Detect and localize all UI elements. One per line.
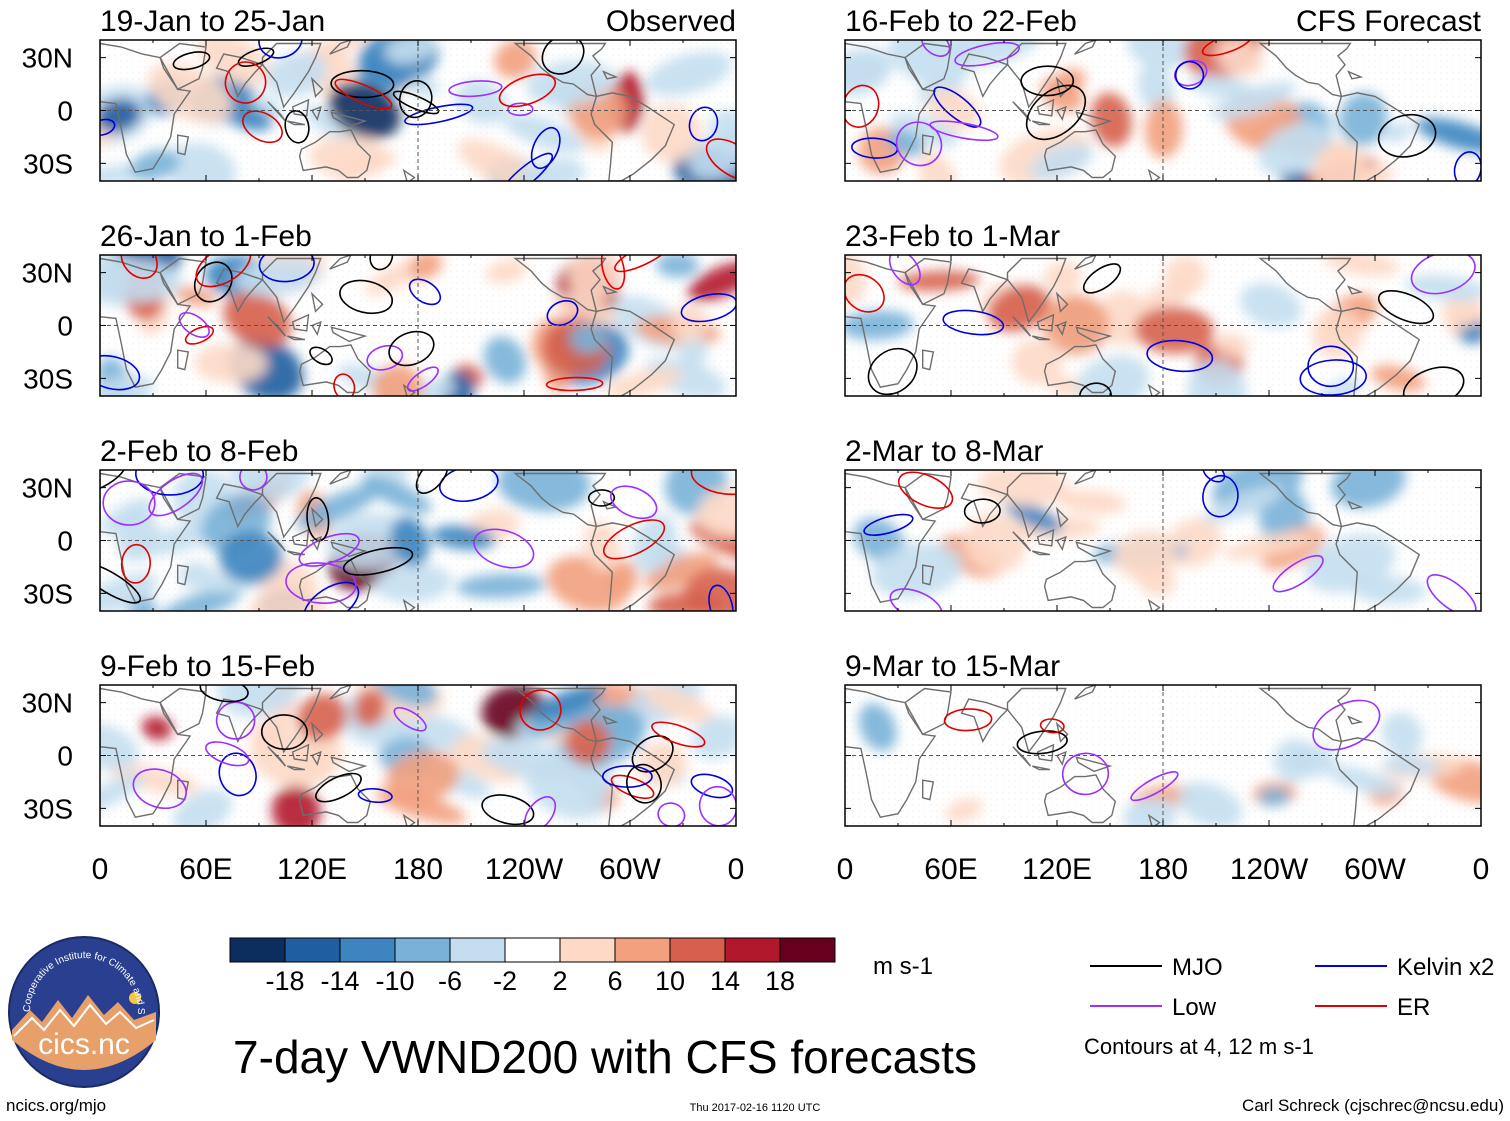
lat-label: 30S bbox=[23, 148, 73, 179]
legend-label: Kelvin x2 bbox=[1397, 954, 1494, 981]
lat-label: 30S bbox=[23, 793, 73, 824]
colorbar-tick: -2 bbox=[493, 966, 517, 996]
coastlines bbox=[845, 255, 1421, 396]
wave-contours bbox=[845, 255, 1476, 396]
lon-label: 0 bbox=[1473, 853, 1490, 886]
map-panel-1: 30N 0 30S 19-Jan to 25-Jan Observed bbox=[22, 5, 737, 182]
legend: MJO Kelvin x2 Low ER bbox=[1090, 954, 1494, 1021]
colorbar-tick: 18 bbox=[765, 966, 795, 996]
lon-label: 180 bbox=[393, 853, 443, 886]
colorbar-tick: 2 bbox=[552, 966, 567, 996]
wave-contours bbox=[943, 699, 1381, 802]
lat-label: 0 bbox=[57, 741, 73, 772]
footer-timestamp: Thu 2017-02-16 1120 UTC bbox=[690, 1102, 821, 1114]
map-panel-3: 30N 0 30S 26-Jan to 1-Feb bbox=[22, 220, 737, 397]
map-panel-7: 30N 0 30S 9-Feb to 15-Feb 0 60E 120E 180 120W 60W… bbox=[22, 650, 745, 886]
panel-tag: Observed bbox=[606, 5, 736, 38]
coastlines bbox=[100, 40, 676, 181]
colorbar-tick: -10 bbox=[375, 966, 414, 996]
map-panel-6: 2-Mar to 8-Mar bbox=[844, 435, 1482, 612]
panel-tag: CFS Forecast bbox=[1296, 5, 1482, 38]
colorbar-tick: -14 bbox=[320, 966, 359, 996]
colorbar-tick: 14 bbox=[710, 966, 740, 996]
panel-title: 19-Jan to 25-Jan bbox=[100, 5, 325, 38]
wave-contours bbox=[100, 255, 736, 396]
colorbar-tick: -6 bbox=[438, 966, 462, 996]
lat-label: 30S bbox=[23, 363, 73, 394]
panel-title: 9-Mar to 15-Mar bbox=[845, 650, 1060, 683]
panel-title: 9-Feb to 15-Feb bbox=[100, 650, 315, 683]
lon-label: 60W bbox=[599, 853, 661, 886]
footer-url[interactable]: ncics.org/mjo bbox=[6, 1096, 106, 1115]
legend-label: Low bbox=[1172, 994, 1217, 1021]
lon-label: 120W bbox=[485, 853, 564, 886]
wave-contours bbox=[132, 685, 736, 826]
colorbar-tick: -18 bbox=[265, 966, 304, 996]
coastlines bbox=[845, 470, 1421, 611]
wave-contours bbox=[863, 470, 1477, 611]
lon-label: 60E bbox=[179, 853, 232, 886]
map-panels: 30N 0 30S 19-Jan to 25-Jan Observed 16-Feb to… bbox=[22, 5, 1490, 886]
wave-contours bbox=[100, 40, 736, 181]
colorbar-swatch bbox=[724, 937, 781, 963]
coastlines bbox=[845, 40, 1421, 181]
lat-label: 0 bbox=[57, 96, 73, 127]
lat-label: 30N bbox=[22, 688, 73, 719]
colorbar-swatch bbox=[229, 937, 286, 963]
lon-label: 60W bbox=[1344, 853, 1406, 886]
legend-label: ER bbox=[1397, 994, 1430, 1021]
anomaly-shading bbox=[853, 470, 1426, 604]
lat-label: 30S bbox=[23, 578, 73, 609]
panel-title: 2-Mar to 8-Mar bbox=[845, 435, 1043, 468]
lat-label: 30N bbox=[22, 43, 73, 74]
colorbar-swatch bbox=[339, 937, 396, 963]
lon-label: 120W bbox=[1230, 853, 1309, 886]
lon-label: 0 bbox=[837, 853, 854, 886]
colorbar-swatch bbox=[394, 937, 451, 963]
panel-title: 2-Feb to 8-Feb bbox=[100, 435, 298, 468]
colorbar-swatch bbox=[449, 937, 506, 963]
panel-title: 16-Feb to 22-Feb bbox=[845, 5, 1077, 38]
lat-label: 30N bbox=[22, 258, 73, 289]
anomaly-shading bbox=[100, 470, 736, 611]
wave-contours bbox=[100, 470, 736, 611]
panel-title: 26-Jan to 1-Feb bbox=[100, 220, 312, 253]
colorbar-swatch bbox=[779, 937, 836, 963]
logo-text: cics.nc bbox=[38, 1028, 130, 1061]
map-panel-8: 9-Mar to 15-Mar 0 60E 120E 180 120W 60W 0 bbox=[837, 650, 1490, 886]
colorbar-tick: 6 bbox=[607, 966, 622, 996]
legend-label: MJO bbox=[1172, 954, 1223, 981]
lon-label: 60E bbox=[924, 853, 977, 886]
footer-author: Carl Schreck (cjschrec@ncsu.edu) bbox=[1242, 1096, 1504, 1115]
colorbar-swatch bbox=[559, 937, 616, 963]
colorbar-units: m s-1 bbox=[873, 953, 933, 980]
coastlines bbox=[845, 685, 1421, 826]
lon-label: 120E bbox=[277, 853, 347, 886]
legend-note: Contours at 4, 12 m s-1 bbox=[1084, 1034, 1314, 1059]
anomaly-shading bbox=[100, 685, 736, 826]
lon-label: 0 bbox=[728, 853, 745, 886]
map-panel-4: 23-Feb to 1-Mar bbox=[844, 220, 1482, 397]
lat-label: 0 bbox=[57, 311, 73, 342]
colorbar-swatch bbox=[284, 937, 341, 963]
colorbar-tick: 10 bbox=[655, 966, 685, 996]
map-panel-2: 16-Feb to 22-Feb CFS Forecast bbox=[844, 5, 1482, 182]
coastlines bbox=[100, 685, 676, 826]
colorbar-swatch bbox=[669, 937, 726, 963]
panel-title: 23-Feb to 1-Mar bbox=[845, 220, 1060, 253]
lon-label: 120E bbox=[1022, 853, 1092, 886]
colorbar-swatch bbox=[614, 937, 671, 963]
colorbar-swatch bbox=[504, 937, 561, 963]
lon-label: 180 bbox=[1138, 853, 1188, 886]
colorbar: -18 -14 -10 -6 -2 2 6 10 14 18 bbox=[229, 937, 836, 996]
lat-label: 0 bbox=[57, 526, 73, 557]
lat-label: 30N bbox=[22, 473, 73, 504]
lon-label: 0 bbox=[92, 853, 109, 886]
figure-title: 7-day VWND200 with CFS forecasts bbox=[233, 1031, 977, 1083]
anomaly-shading bbox=[845, 255, 1481, 396]
wave-contours bbox=[845, 40, 1481, 181]
map-panel-5: 30N 0 30S 2-Feb to 8-Feb bbox=[22, 435, 737, 612]
